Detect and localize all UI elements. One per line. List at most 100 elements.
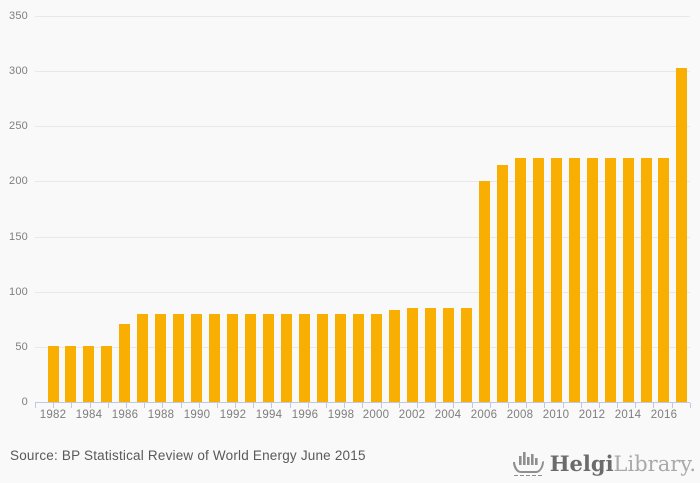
bar-2014[interactable] bbox=[623, 158, 634, 402]
x-axis-tick bbox=[453, 403, 454, 408]
x-axis-label-2000: 2000 bbox=[362, 409, 390, 421]
x-axis-tick bbox=[35, 403, 36, 408]
y-axis-label-300: 300 bbox=[9, 65, 28, 77]
bar-1990[interactable] bbox=[191, 314, 202, 402]
y-gridline-150 bbox=[35, 237, 690, 238]
x-axis-tick bbox=[181, 403, 182, 408]
x-axis-tick bbox=[563, 403, 564, 408]
bar-1998[interactable] bbox=[335, 314, 346, 402]
x-axis-tick bbox=[581, 403, 582, 408]
x-axis-label-2012: 2012 bbox=[578, 409, 606, 421]
bar-2008[interactable] bbox=[515, 158, 526, 402]
bar-2005[interactable] bbox=[461, 308, 472, 402]
y-gridline-250 bbox=[35, 126, 690, 127]
bar-2003[interactable] bbox=[425, 308, 436, 402]
bar-1992[interactable] bbox=[227, 314, 238, 402]
x-axis-tick bbox=[435, 403, 436, 408]
x-axis-label-1984: 1984 bbox=[75, 409, 103, 421]
x-axis-tick bbox=[672, 403, 673, 408]
bar-1982[interactable] bbox=[48, 346, 59, 402]
x-axis-label-2010: 2010 bbox=[542, 409, 570, 421]
source-note: Source: BP Statistical Review of World E… bbox=[10, 448, 366, 463]
x-axis-tick bbox=[472, 403, 473, 408]
bar-1991[interactable] bbox=[209, 314, 220, 402]
x-axis-label-1998: 1998 bbox=[327, 409, 355, 421]
bar-1995[interactable] bbox=[281, 314, 292, 402]
bar-2002[interactable] bbox=[407, 308, 418, 402]
logo-text-primary: Helgi bbox=[549, 451, 614, 476]
logo-text-secondary: Library. bbox=[613, 452, 696, 476]
bar-1988[interactable] bbox=[155, 314, 166, 402]
bar-1987[interactable] bbox=[137, 314, 148, 402]
bar-1983[interactable] bbox=[65, 346, 76, 402]
y-axis-label-0: 0 bbox=[21, 396, 28, 408]
x-axis-label-1990: 1990 bbox=[183, 409, 211, 421]
x-axis-tick bbox=[290, 403, 291, 408]
bar-2012[interactable] bbox=[587, 158, 598, 402]
bar-2007[interactable] bbox=[497, 165, 508, 402]
x-axis-tick bbox=[217, 403, 218, 408]
x-axis-tick bbox=[544, 403, 545, 408]
bar-2016[interactable] bbox=[658, 158, 669, 402]
bar-2001[interactable] bbox=[389, 310, 400, 402]
y-gridline-200 bbox=[35, 181, 690, 182]
x-axis-label-2002: 2002 bbox=[398, 409, 426, 421]
bar-1999[interactable] bbox=[353, 314, 364, 402]
bar-2004[interactable] bbox=[443, 308, 454, 402]
bar-2009[interactable] bbox=[533, 158, 544, 402]
bar-1986[interactable] bbox=[119, 324, 130, 402]
helgi-library-logo[interactable]: Helgi Library. bbox=[512, 444, 696, 478]
bar-2017[interactable] bbox=[676, 68, 687, 402]
x-axis-label-1996: 1996 bbox=[291, 409, 319, 421]
x-axis-tick bbox=[399, 403, 400, 408]
x-axis-label-2014: 2014 bbox=[614, 409, 642, 421]
x-axis-label-1988: 1988 bbox=[147, 409, 175, 421]
bar-2015[interactable] bbox=[641, 158, 652, 402]
x-axis-tick bbox=[90, 403, 91, 408]
x-axis-label-2008: 2008 bbox=[506, 409, 534, 421]
x-axis-tick bbox=[271, 403, 272, 408]
x-axis-tick bbox=[253, 403, 254, 408]
x-axis-tick bbox=[235, 403, 236, 408]
bar-2011[interactable] bbox=[569, 158, 580, 402]
bar-1996[interactable] bbox=[299, 314, 310, 402]
y-axis-label-200: 200 bbox=[9, 175, 28, 187]
y-axis-label-250: 250 bbox=[9, 120, 28, 132]
x-axis-line bbox=[35, 402, 690, 403]
x-axis-tick bbox=[108, 403, 109, 408]
x-axis-label-1986: 1986 bbox=[111, 409, 139, 421]
bar-2000[interactable] bbox=[371, 314, 382, 402]
x-axis-tick bbox=[690, 403, 691, 408]
bar-2013[interactable] bbox=[605, 158, 616, 402]
bar-1985[interactable] bbox=[101, 346, 112, 402]
y-axis-label-50: 50 bbox=[15, 341, 28, 353]
x-axis-label-1982: 1982 bbox=[39, 409, 67, 421]
bar-2006[interactable] bbox=[479, 181, 490, 402]
x-axis-tick bbox=[599, 403, 600, 408]
bar-1994[interactable] bbox=[263, 314, 274, 402]
x-axis-tick bbox=[126, 403, 127, 408]
viking-ship-bar-chart-icon bbox=[512, 452, 544, 476]
x-axis-label-1994: 1994 bbox=[255, 409, 283, 421]
bar-1993[interactable] bbox=[245, 314, 256, 402]
bar-1997[interactable] bbox=[317, 314, 328, 402]
x-axis-tick bbox=[162, 403, 163, 408]
y-axis-label-350: 350 bbox=[9, 10, 28, 22]
y-axis-label-150: 150 bbox=[9, 231, 28, 243]
x-axis-tick bbox=[526, 403, 527, 408]
x-axis-tick bbox=[199, 403, 200, 408]
x-axis-tick bbox=[362, 403, 363, 408]
x-axis-tick bbox=[417, 403, 418, 408]
y-axis-label-100: 100 bbox=[9, 286, 28, 298]
x-axis-tick bbox=[508, 403, 509, 408]
bar-1989[interactable] bbox=[173, 314, 184, 402]
x-axis-tick bbox=[326, 403, 327, 408]
bar-1984[interactable] bbox=[83, 346, 94, 402]
x-axis-label-2016: 2016 bbox=[650, 409, 678, 421]
bar-2010[interactable] bbox=[551, 158, 562, 402]
y-gridline-300 bbox=[35, 71, 690, 72]
x-axis-tick bbox=[653, 403, 654, 408]
y-gridline-350 bbox=[35, 16, 690, 17]
x-axis-tick bbox=[381, 403, 382, 408]
